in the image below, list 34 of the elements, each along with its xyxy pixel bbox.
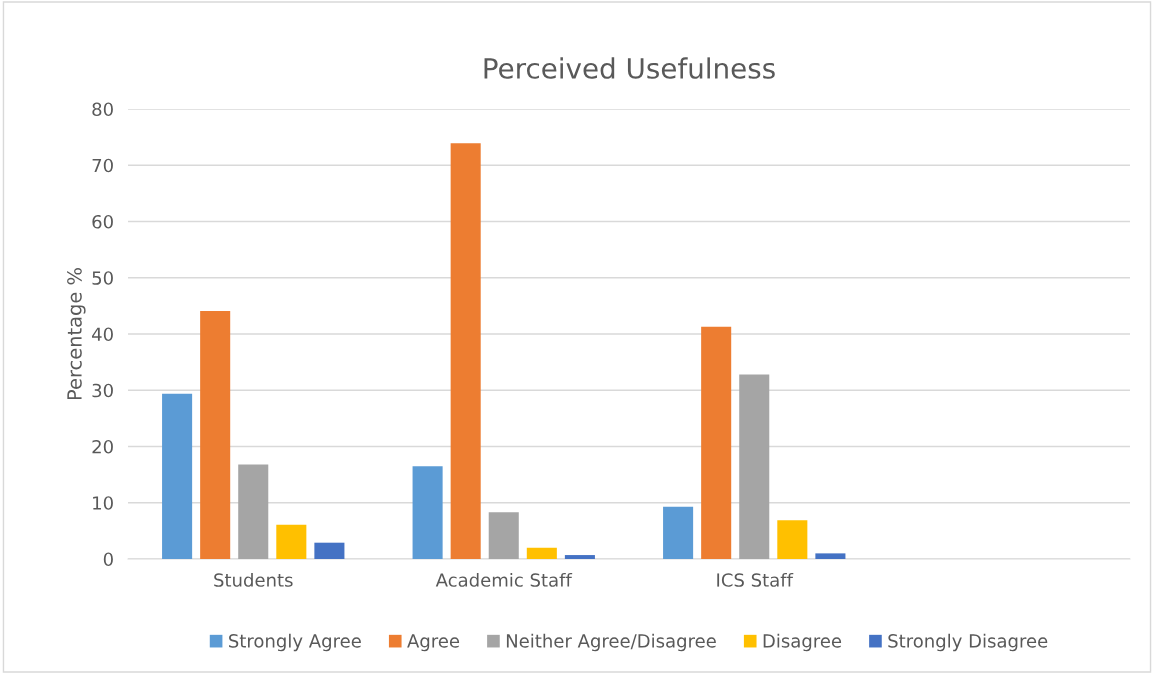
bar: [777, 520, 808, 559]
legend-label: Strongly Agree: [229, 633, 361, 652]
y-tick-label: 80: [92, 102, 113, 117]
x-tick-label: Students: [214, 572, 293, 587]
legend-label: Neither Agree/Disagree: [506, 633, 716, 652]
bar: [450, 143, 481, 559]
y-tick-label: 30: [92, 383, 113, 398]
y-tick-label: 40: [92, 327, 113, 342]
y-tick-label: 10: [93, 496, 113, 510]
x-tick-label: Academic Staff: [435, 572, 573, 587]
bar: [526, 547, 557, 559]
y-axis-title: Percentage %: [67, 268, 86, 400]
bar: [276, 524, 307, 559]
bar: [739, 374, 770, 559]
y-tick-label: 50: [92, 271, 113, 285]
legend-label: Disagree: [763, 633, 842, 652]
y-tick-label: 20: [92, 439, 113, 454]
bar: [815, 553, 846, 559]
x-tick-label: ICS Staff: [717, 572, 794, 587]
legend-label: Agree: [407, 634, 460, 652]
bar: [412, 466, 443, 559]
chart-title: Perceived Usefulness: [484, 57, 775, 79]
bar: [701, 326, 732, 559]
bar: [314, 542, 345, 559]
bar: [663, 506, 694, 559]
y-tick-label: 0: [103, 552, 113, 567]
y-tick-label: 60: [92, 214, 113, 229]
bar: [162, 393, 193, 559]
bar: [200, 310, 231, 559]
bar: [488, 512, 519, 559]
legend-label: Strongly Disagree: [888, 633, 1048, 652]
y-tick-label: 70: [92, 158, 113, 173]
bar: [564, 555, 595, 559]
bar: [238, 464, 269, 559]
